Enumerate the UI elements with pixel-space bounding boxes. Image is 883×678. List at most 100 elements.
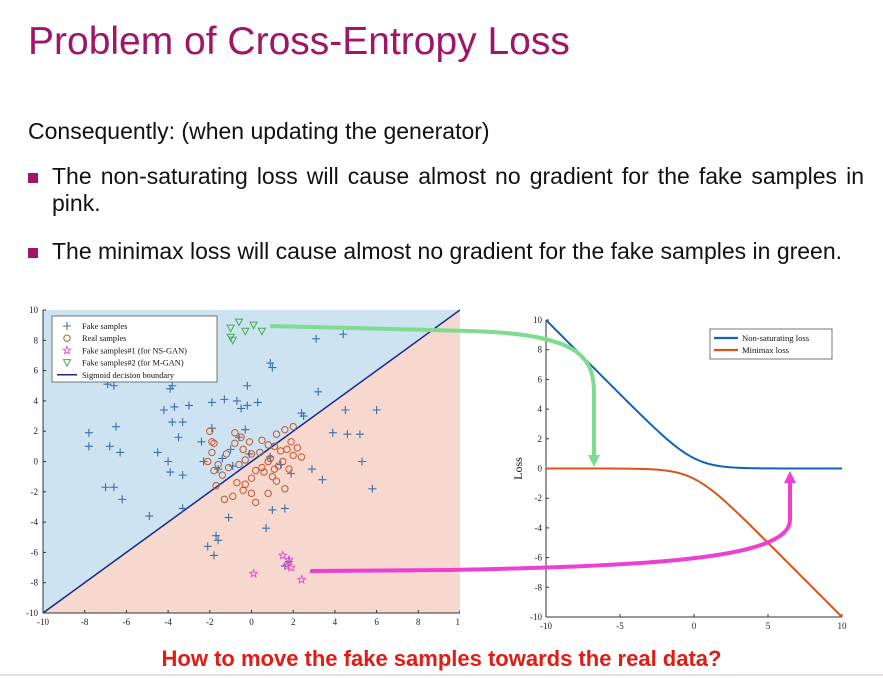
x-tick-label: 0	[249, 617, 254, 627]
fake-sample-marker	[178, 471, 187, 480]
real-sample-marker	[258, 463, 266, 472]
fake-sample-marker	[105, 442, 114, 451]
fake-sample-marker	[111, 422, 120, 431]
loss-curves	[545, 319, 843, 618]
real-sample-marker	[247, 474, 256, 482]
x-tick-label: -10	[37, 617, 49, 627]
real-sample-marker	[272, 477, 281, 485]
real-sample-marker	[241, 456, 249, 464]
fake-sample-marker	[307, 465, 316, 474]
y-tick-label: 2	[538, 434, 543, 444]
m-gan-sample-marker	[62, 359, 72, 368]
real-sample-marker	[268, 472, 277, 481]
fake-sample-marker	[224, 513, 233, 522]
fake-sample-marker	[84, 428, 93, 437]
fake-sample-marker	[268, 505, 277, 514]
fake-sample-marker	[145, 512, 154, 521]
ns-gan-sample-marker	[281, 560, 292, 571]
real-sample-marker	[212, 482, 220, 490]
bullet-text: The non-saturating loss will cause almos…	[52, 163, 864, 216]
legend-label: Non-saturating loss	[742, 333, 810, 343]
legend-label: Fake samples#2 (for M-GAN)	[82, 359, 184, 368]
legend-label: Real samples	[82, 334, 126, 343]
fake-sample-marker	[203, 542, 212, 551]
m-gan-sample-marker	[257, 327, 267, 336]
fake-sample-marker	[197, 437, 206, 446]
fake-sample-marker	[116, 448, 125, 457]
fake-sample-marker	[170, 402, 179, 411]
x-tick-label: 0	[692, 621, 697, 631]
real-sample-marker	[218, 471, 227, 479]
y-tick-label: -2	[535, 493, 543, 503]
ns-gan-sample-marker	[62, 345, 72, 355]
y-tick-label: 2	[34, 426, 39, 436]
y-tick-label: 0	[538, 464, 543, 474]
fake-sample-marker	[153, 448, 162, 457]
y-tick-label: 6	[538, 374, 543, 384]
legend-label: Fake samples	[82, 322, 127, 331]
bullet-marker	[28, 173, 38, 183]
y-tick-label: 6	[34, 366, 39, 376]
m-gan-sample-marker	[249, 321, 258, 330]
x-tick-label: -6	[123, 617, 131, 627]
real-sample-marker	[245, 438, 254, 446]
fake-sample-marker	[280, 504, 289, 513]
minimax-curve	[546, 467, 843, 618]
y-tick-label: 10	[533, 315, 543, 325]
bullet-item-minimax: The minimax loss will cause almost no gr…	[28, 238, 864, 265]
fake-sample-marker	[84, 442, 93, 451]
intro-text: Consequently: (when updating the generat…	[28, 118, 490, 144]
y-tick-label: 4	[538, 404, 543, 414]
real-sample-marker	[237, 433, 245, 441]
x-tick-label: -10	[540, 621, 552, 631]
y-tick-label: 8	[538, 345, 543, 355]
scatter-plot: -10 -8 -6 -4 -2 0 2 4 6 8 10 10 8 6 4 2 0 -2 -4 -6 -8 -10 Fak…	[26, 305, 461, 627]
real-sample-marker	[247, 489, 256, 498]
x-tick-label: 5	[766, 621, 771, 631]
real-sample-marker	[235, 460, 243, 469]
y-tick-label: -4	[31, 517, 39, 527]
slide-title: Problem of Cross-Entropy Loss	[28, 20, 570, 63]
y-tick-label: 10	[29, 305, 39, 315]
real-sample-marker	[281, 485, 289, 493]
real-sample-marker	[251, 466, 260, 475]
closing-question: How to move the fake samples towards the…	[161, 646, 722, 671]
loss-plot: -10 -5 0 5 10 10 8 6 4 2 0 -2 -4 -6 -8 -10 Loss Non-satu…	[511, 315, 847, 631]
fake-sample-marker	[109, 483, 118, 492]
fake-sample-marker	[253, 398, 262, 407]
x-tick-label: 2	[291, 617, 296, 627]
fake-sample-marker	[178, 504, 187, 513]
fake-sample-marker	[243, 401, 252, 410]
fake-sample-marker	[241, 425, 250, 434]
real-sample-marker	[239, 445, 247, 454]
fake-sample-marker	[214, 536, 223, 545]
real-sample-marker	[247, 450, 256, 458]
bullet-item-non-saturating: The non-saturating loss will cause almos…	[28, 163, 864, 217]
bullet-text: The minimax loss will cause almost no gr…	[52, 238, 843, 264]
fake-sample-marker	[262, 524, 271, 533]
real-sample-marker	[233, 479, 241, 487]
real-sample-marker	[222, 450, 231, 458]
fake-sample-marker	[168, 418, 177, 427]
x-tick-label: 8	[416, 617, 421, 627]
fake-sample-marker	[220, 395, 229, 404]
real-sample-marker	[239, 486, 247, 494]
fake-sample-marker	[237, 404, 246, 413]
y-tick-label: -4	[535, 523, 543, 533]
fake-sample-marker	[212, 531, 221, 540]
ns-gan-sample-marker	[286, 562, 297, 572]
real-sample-marker	[214, 460, 222, 469]
m-gan-sample-marker	[240, 327, 250, 336]
bullet-marker	[28, 248, 38, 258]
fake-sample-marker	[184, 401, 193, 410]
ns-gan-sample-marker	[277, 550, 288, 560]
fake-sample-marker	[232, 396, 241, 405]
x-tick-label: 10	[456, 617, 461, 627]
real-sample-marker	[231, 439, 239, 448]
fake-sample-marker	[209, 551, 218, 560]
real-sample-marker	[208, 438, 216, 446]
fake-sample-marker	[218, 454, 227, 463]
x-tick-label: 4	[333, 617, 338, 627]
y-tick-label: -8	[535, 582, 543, 592]
y-tick-label: -6	[31, 547, 39, 557]
